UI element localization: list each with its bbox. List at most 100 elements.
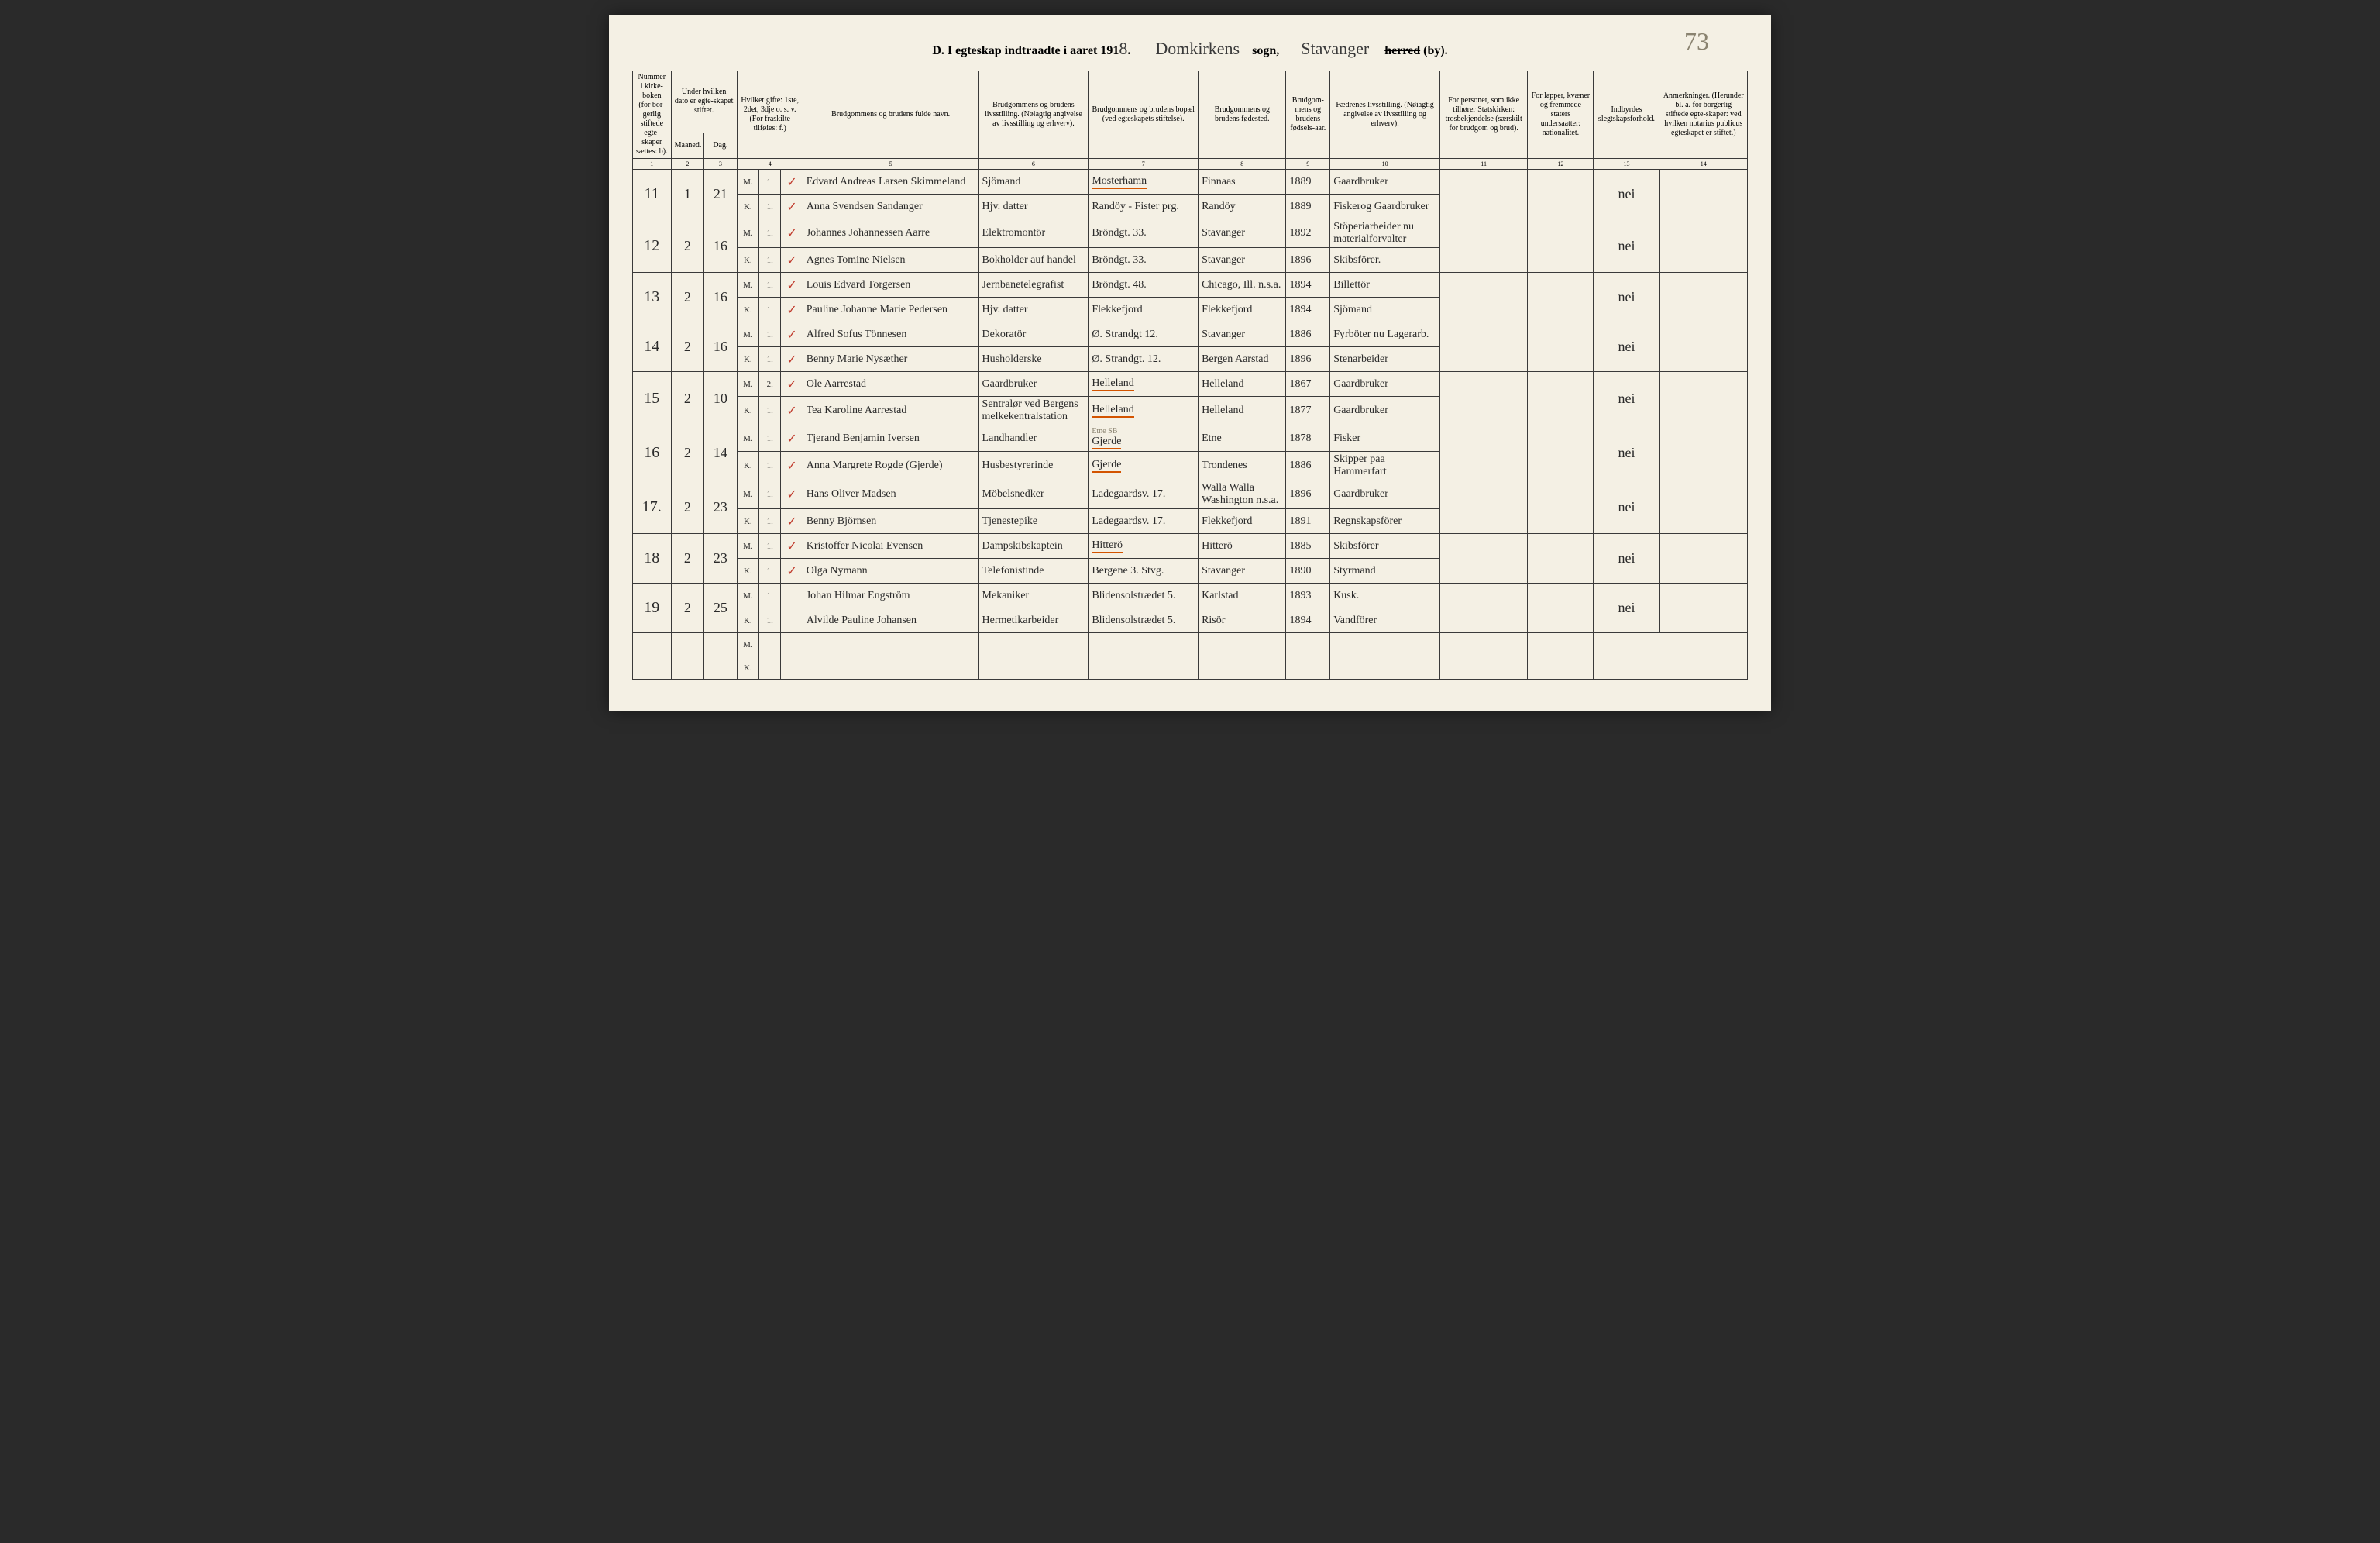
residence-cell: Bröndgt. 48. [1089, 273, 1199, 298]
father-occ-cell: Regnskapsförer [1330, 509, 1440, 534]
father-occ-cell: Skibsförer. [1330, 248, 1440, 273]
residence-cell: Hitterö [1089, 534, 1199, 559]
name-cell: Anna Svendsen Sandanger [803, 195, 978, 219]
birthplace-cell: Trondenes [1199, 452, 1286, 480]
religion-cell [1439, 425, 1527, 480]
religion-cell [1439, 170, 1527, 219]
name-cell: Benny Björnsen [803, 509, 978, 534]
blank-cell: M. [737, 633, 758, 656]
kinship-cell: nei [1594, 425, 1659, 480]
blank-cell [1199, 633, 1286, 656]
father-occ-cell: Kusk. [1330, 584, 1440, 608]
remarks-cell [1659, 322, 1748, 372]
blank-cell [1089, 633, 1199, 656]
entry-number: 15 [633, 372, 672, 425]
table-row: 11121M.1.✓Edvard Andreas Larsen Skimmela… [633, 170, 1748, 195]
name-cell: Johan Hilmar Engström [803, 584, 978, 608]
gifte-cell: 1. [759, 322, 781, 347]
blank-cell: K. [737, 656, 758, 680]
kinship-cell: nei [1594, 584, 1659, 633]
kinship-cell: nei [1594, 372, 1659, 425]
nationality-cell [1528, 584, 1594, 633]
religion-cell [1439, 534, 1527, 584]
nationality-cell [1528, 534, 1594, 584]
gifte-cell: 1. [759, 170, 781, 195]
gifte-cell: 1. [759, 559, 781, 584]
remarks-cell [1659, 273, 1748, 322]
col-header-1: Nummer i kirke-boken (for bor-gerlig sti… [633, 71, 672, 159]
birthplace-cell: Etne [1199, 425, 1286, 452]
header-prefix: D. I egteskap indtraadte i aaret 191 [932, 44, 1119, 57]
mk-cell: M. [737, 273, 758, 298]
name-cell: Alfred Sofus Tönnesen [803, 322, 978, 347]
birthplace-cell: Chicago, Ill. n.s.a. [1199, 273, 1286, 298]
birthyear-cell: 1891 [1286, 509, 1330, 534]
mk-cell: M. [737, 480, 758, 509]
name-cell: Kristoffer Nicolai Evensen [803, 534, 978, 559]
father-occ-cell: Stenarbeider [1330, 347, 1440, 372]
kinship-cell: nei [1594, 170, 1659, 219]
birthyear-cell: 1877 [1286, 397, 1330, 425]
checkmark-cell: ✓ [781, 273, 803, 298]
residence-cell: Gjerde [1089, 452, 1199, 480]
religion-cell [1439, 322, 1527, 372]
mk-cell: M. [737, 322, 758, 347]
gifte-cell: 1. [759, 608, 781, 633]
table-row: 18223M.1.✓Kristoffer Nicolai EvensenDamp… [633, 534, 1748, 559]
entry-number: 19 [633, 584, 672, 633]
month-cell: 2 [671, 219, 704, 273]
col-header-2-top: Under hvilken dato er egte-skapet stifte… [671, 71, 737, 133]
religion-cell [1439, 584, 1527, 633]
nationality-cell [1528, 480, 1594, 534]
birthyear-cell: 1867 [1286, 372, 1330, 397]
col-header-2b: Dag. [704, 133, 738, 158]
blank-cell [759, 633, 781, 656]
residence-cell: Etne SBGjerde [1089, 425, 1199, 452]
occupation-cell: Bokholder auf handel [978, 248, 1089, 273]
occupation-cell: Jernbanetelegrafist [978, 273, 1089, 298]
residence-cell: Bröndgt. 33. [1089, 248, 1199, 273]
blank-cell [1439, 656, 1527, 680]
occupation-cell: Elektromontör [978, 219, 1089, 248]
gifte-cell: 1. [759, 273, 781, 298]
birthyear-cell: 1885 [1286, 534, 1330, 559]
mk-cell: K. [737, 608, 758, 633]
colnum: 14 [1659, 159, 1748, 170]
blank-cell [759, 656, 781, 680]
blank-cell [633, 633, 672, 656]
gifte-cell: 1. [759, 452, 781, 480]
name-cell: Johannes Johannessen Aarre [803, 219, 978, 248]
checkmark-cell: ✓ [781, 509, 803, 534]
table-row: 15210M.2.✓Ole AarrestadGaardbrukerHellel… [633, 372, 1748, 397]
blank-cell [781, 633, 803, 656]
checkmark-cell: ✓ [781, 425, 803, 452]
father-occ-cell: Vandförer [1330, 608, 1440, 633]
occupation-cell: Gaardbruker [978, 372, 1089, 397]
birthyear-cell: 1890 [1286, 559, 1330, 584]
blank-row: K. [633, 656, 1748, 680]
month-cell: 2 [671, 584, 704, 633]
blank-cell [803, 633, 978, 656]
father-occ-cell: Fisker [1330, 425, 1440, 452]
entry-number: 11 [633, 170, 672, 219]
birthplace-cell: Finnaas [1199, 170, 1286, 195]
residence-cell: Mosterhamn [1089, 170, 1199, 195]
colnum: 5 [803, 159, 978, 170]
month-cell: 2 [671, 534, 704, 584]
name-cell: Alvilde Pauline Johansen [803, 608, 978, 633]
gifte-cell: 1. [759, 584, 781, 608]
blank-cell [803, 656, 978, 680]
birthyear-cell: 1896 [1286, 347, 1330, 372]
colnum: 1 [633, 159, 672, 170]
birthplace-cell: Bergen Aarstad [1199, 347, 1286, 372]
kinship-cell: nei [1594, 534, 1659, 584]
birthplace-cell: Walla Walla Washington n.s.a. [1199, 480, 1286, 509]
nationality-cell [1528, 372, 1594, 425]
column-numbers-row: 1 2 3 4 5 6 7 8 9 10 11 12 13 14 [633, 159, 1748, 170]
month-cell: 1 [671, 170, 704, 219]
colnum: 10 [1330, 159, 1440, 170]
residence-cell: Blidensolstrædet 5. [1089, 584, 1199, 608]
colnum: 4 [737, 159, 803, 170]
page-number: 73 [1684, 27, 1709, 56]
occupation-cell: Dampskibskaptein [978, 534, 1089, 559]
